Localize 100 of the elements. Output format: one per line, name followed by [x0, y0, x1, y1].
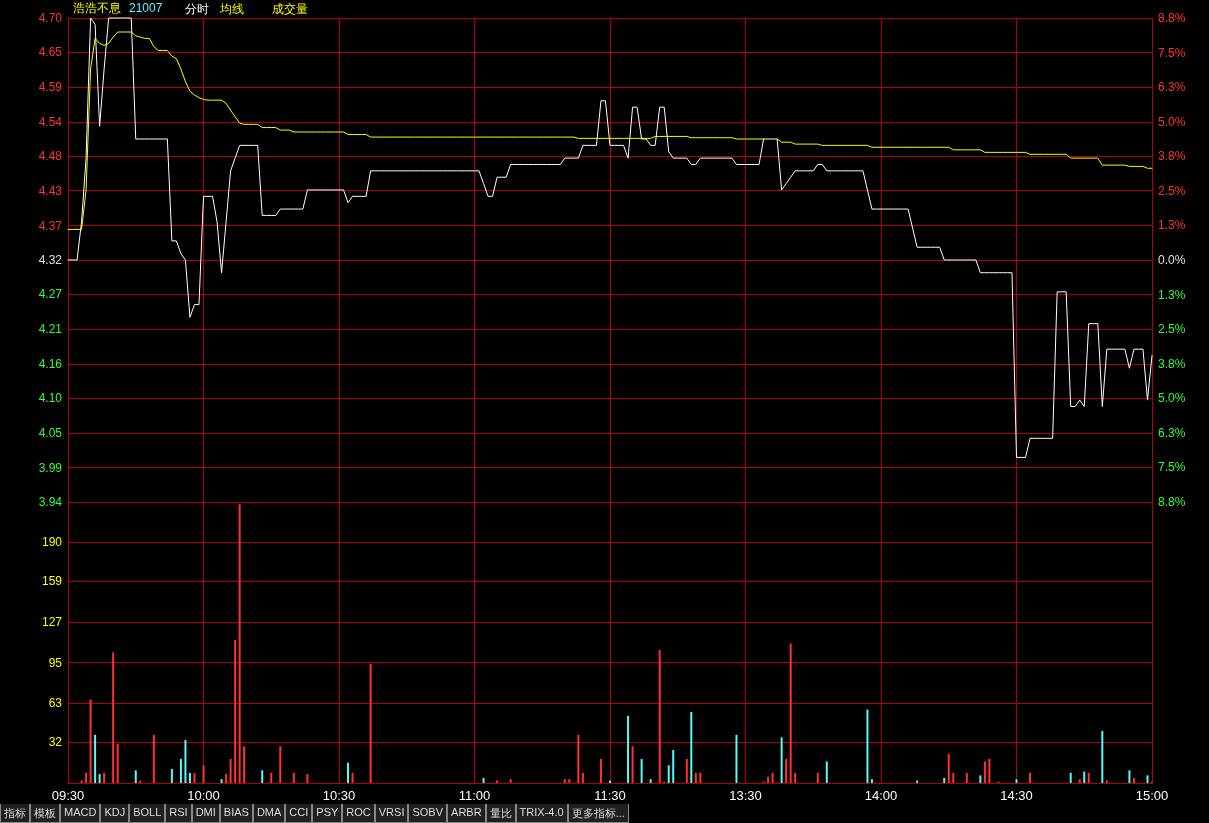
bar: [496, 780, 499, 783]
y2-tick-label: 2.5%: [1158, 322, 1186, 337]
y-tick-label: 63: [48, 696, 63, 711]
y-tick-label: 4.59: [38, 80, 63, 95]
y-tick-label: 4.70: [38, 11, 63, 25]
bar: [983, 761, 986, 783]
bar: [116, 743, 119, 783]
bar: [193, 772, 196, 783]
x-tick-label: 15:00: [1135, 788, 1169, 803]
text: 成交量: [272, 2, 308, 16]
bar: [631, 746, 634, 783]
bar: [785, 758, 788, 783]
x-tick-label: 13:30: [729, 788, 762, 803]
bar: [1101, 731, 1104, 783]
y2-tick-label: 5.0%: [1158, 391, 1186, 406]
bar: [794, 772, 797, 783]
text: BOLL: [129, 804, 166, 823]
bar: [767, 776, 770, 783]
bar: [188, 772, 191, 783]
bar: [152, 734, 155, 783]
bar: [1029, 772, 1032, 783]
bar: [243, 746, 246, 783]
y2-tick-label: 6.3%: [1158, 80, 1186, 95]
bar: [1015, 779, 1018, 783]
text: DMI: [191, 804, 220, 823]
bar: [270, 772, 273, 783]
bar: [202, 765, 205, 783]
x-tick-label: 09:30: [51, 788, 85, 803]
bar: [225, 774, 228, 783]
y-tick-label: 4.54: [38, 114, 63, 129]
bar: [816, 772, 819, 783]
bar: [916, 780, 919, 783]
y-tick-label: 4.21: [38, 322, 63, 337]
bar: [771, 772, 774, 783]
bar: [170, 769, 173, 783]
bar: [1146, 775, 1149, 783]
bar: [103, 772, 106, 783]
bar: [649, 779, 652, 783]
y2-tick-label: 7.5%: [1158, 460, 1186, 475]
y2-tick-label: 3.8%: [1158, 149, 1186, 164]
y-tick-label: 4.65: [38, 45, 63, 60]
bar: [1078, 779, 1081, 783]
bar: [568, 779, 571, 783]
bar: [825, 761, 828, 783]
text: MACD: [60, 804, 101, 823]
text: TRIX-4.0: [515, 804, 568, 823]
y-tick-label: 4.10: [38, 391, 63, 406]
y-tick-label: 4.43: [38, 183, 63, 198]
bar: [943, 777, 946, 783]
bar: [952, 772, 955, 783]
text: VRSI: [374, 804, 409, 823]
y2-tick-label: 6.3%: [1158, 425, 1186, 440]
chart-subtitle: 21007: [129, 1, 163, 15]
bar: [369, 663, 372, 783]
y2-tick-label: 1.3%: [1158, 287, 1186, 302]
y-tick-label: 127: [41, 615, 63, 630]
bar: [599, 758, 602, 783]
bar: [112, 652, 115, 783]
y-tick-label: 159: [41, 574, 63, 589]
bar: [238, 504, 241, 783]
x-tick-label: 14:00: [864, 788, 898, 803]
y-tick-label: 4.37: [38, 218, 63, 233]
y2-tick-label: 1.3%: [1158, 218, 1186, 233]
bar: [640, 758, 643, 783]
bar: [347, 762, 350, 783]
bar: [351, 772, 354, 783]
bar: [672, 750, 675, 783]
bar: [482, 777, 485, 783]
bar: [94, 734, 97, 783]
bar: [735, 734, 738, 783]
y-tick-label: 95: [48, 655, 63, 670]
chart-title: 浩浩不息: [73, 1, 121, 15]
bar: [85, 772, 88, 783]
bar: [80, 780, 83, 783]
bar: [220, 779, 223, 783]
y-tick-label: 3.99: [38, 460, 63, 475]
bar: [1083, 771, 1086, 783]
text: RSI: [165, 804, 192, 823]
bar: [261, 770, 264, 783]
text: 更多指标...: [567, 804, 629, 823]
bar: [866, 709, 869, 783]
x-tick-label: 14:30: [1000, 788, 1033, 803]
text: 指标: [0, 804, 30, 823]
bar: [1087, 772, 1090, 783]
bar: [870, 779, 873, 783]
bar: [947, 753, 950, 783]
y-tick-label: 4.05: [38, 426, 63, 441]
bar: [1105, 780, 1108, 783]
bar: [979, 775, 982, 783]
bar: [292, 772, 295, 783]
bar: [685, 758, 688, 783]
text: 分时: [185, 2, 209, 16]
text: KDJ: [100, 804, 130, 823]
text: ROC: [342, 804, 375, 823]
text: BIAS: [219, 804, 253, 823]
bar: [1132, 777, 1135, 783]
text: SOBV: [408, 804, 448, 823]
bar: [789, 643, 792, 783]
bar: [1069, 772, 1072, 783]
y-tick-label: 4.27: [38, 287, 63, 302]
